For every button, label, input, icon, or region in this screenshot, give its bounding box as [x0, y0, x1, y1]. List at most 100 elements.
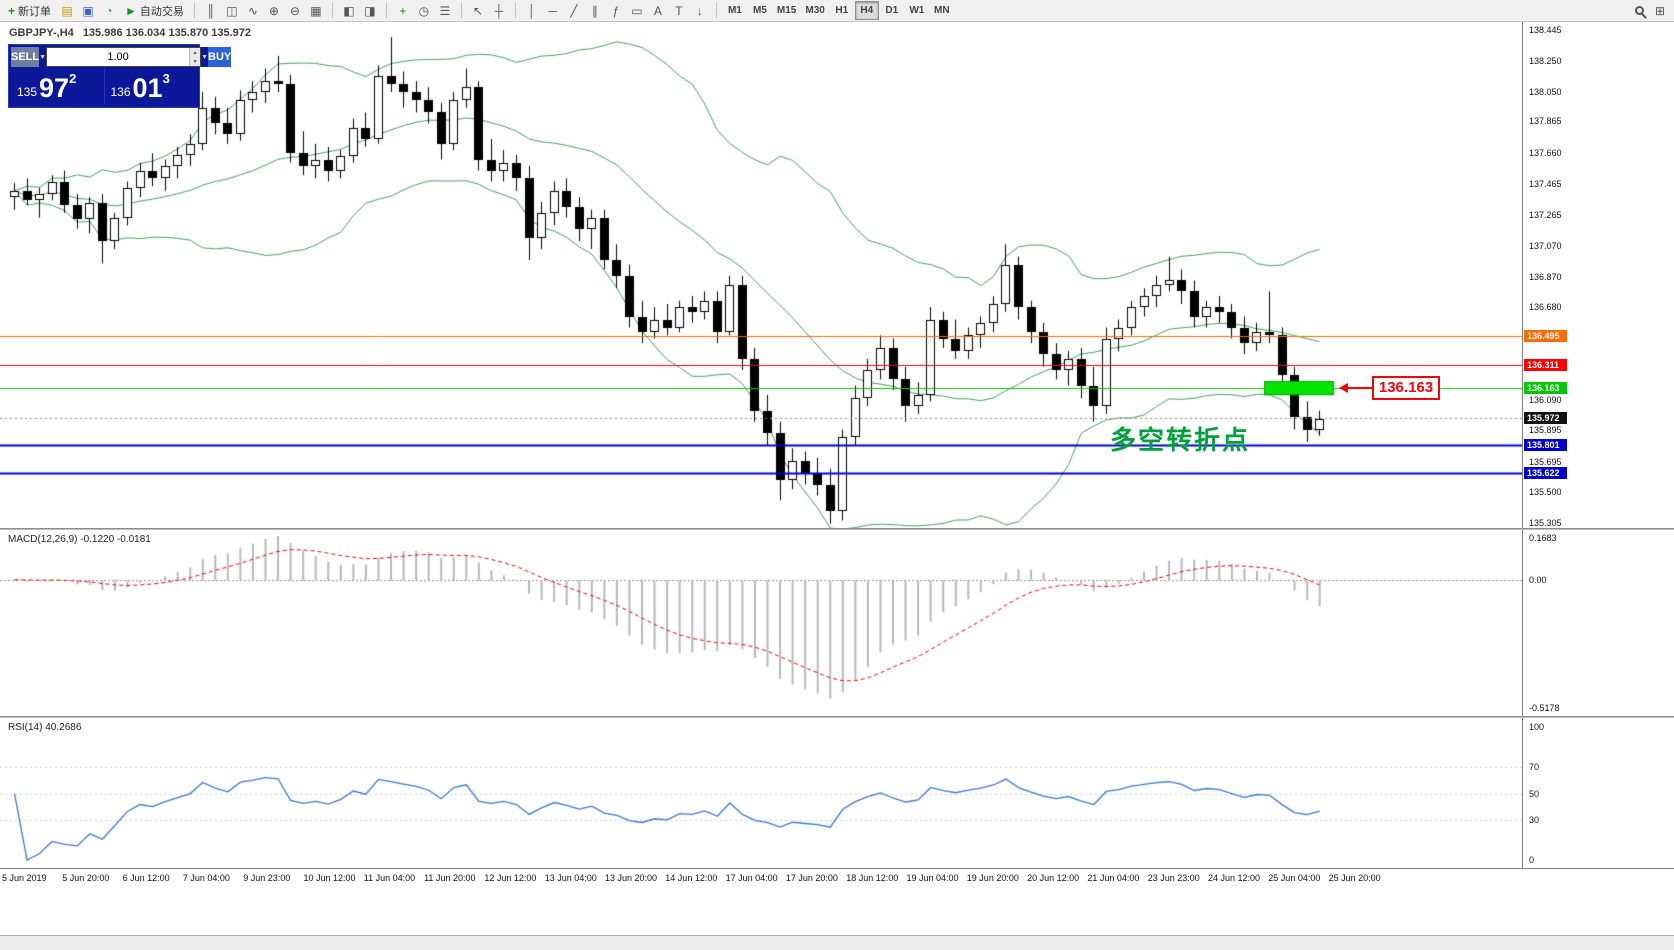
ask-big-digits: 01	[132, 73, 163, 103]
price-tag: 136.311	[1524, 359, 1567, 372]
market-watch-button[interactable]: ▤	[57, 1, 77, 20]
ask-price[interactable]: 136 01 3	[105, 69, 198, 105]
cascade-windows-icon: ◧	[343, 3, 355, 18]
timeframe-m1[interactable]: M1	[727, 5, 742, 16]
volume-input[interactable]	[47, 48, 190, 66]
zoom-out-icon: ⊖	[289, 3, 300, 18]
rsi-axis-label: 0	[1529, 855, 1535, 865]
price-tag: 135.622	[1524, 467, 1567, 480]
price-axis-label: 135.695	[1529, 456, 1562, 467]
toolbar-separator	[385, 3, 387, 18]
zoom-in-icon: ⊕	[268, 3, 279, 18]
macd-label: MACD(12,26,9) -0.1220 -0.0181	[8, 534, 151, 545]
time-axis-label: 9 Jun 23:00	[243, 873, 291, 883]
macd-canvas[interactable]	[0, 530, 1522, 716]
time-axis-label: 23 Jun 23:00	[1147, 873, 1200, 883]
templates-icon: ☰	[439, 3, 451, 18]
sell-button[interactable]: SELL	[11, 47, 40, 67]
time-axis-label: 5 Jun 2019	[2, 873, 47, 883]
bid-prefix: 135	[17, 85, 38, 99]
rsi-panel: RSI(14) 40.2686 100 70 50 30 0	[0, 718, 1674, 868]
chart-header: GBPJPY-,H4 135.986 136.034 135.870 135.97…	[9, 27, 251, 39]
templates-button[interactable]: ☰	[435, 1, 455, 20]
rsi-axis: 100 70 50 30 0	[1522, 718, 1674, 868]
time-axis[interactable]: 5 Jun 2019 5 Jun 20:00 6 Jun 12:00 7 Jun 04…	[0, 868, 1674, 888]
toolbar-separator	[331, 3, 333, 18]
time-axis-label: 17 Jun 04:00	[725, 873, 778, 883]
rsi-canvas[interactable]	[0, 718, 1522, 868]
symbol-search-icon	[1634, 6, 1644, 15]
line-chart-mode-icon: ∿	[247, 3, 258, 18]
time-axis-label: 13 Jun 04:00	[544, 873, 597, 883]
arrows-button[interactable]: ↓	[690, 1, 710, 20]
channel-button[interactable]: ∥	[585, 1, 605, 20]
price-axis-label: 137.865	[1529, 116, 1562, 127]
text-label-button[interactable]: T	[669, 1, 689, 20]
current-price-tag: 135.972	[1524, 412, 1567, 425]
price-axis-label: 136.090	[1529, 394, 1562, 405]
crosshair-button[interactable]: ┼	[489, 1, 509, 20]
price-axis[interactable]: 138.445 138.250 138.050 137.865 137.660 137.4…	[1522, 22, 1674, 528]
zoom-out-button[interactable]: ⊖	[285, 1, 305, 20]
trendline-button[interactable]: ╱	[564, 1, 584, 20]
tile-vertical-button[interactable]: ◨	[360, 1, 380, 20]
timeframe-m30[interactable]: M30	[805, 5, 825, 16]
time-axis-label: 17 Jun 20:00	[785, 873, 838, 883]
volume-increase-button[interactable]: ▲	[190, 48, 201, 57]
new-chart-button[interactable]: ⊞	[1650, 1, 1670, 20]
fibonacci-button[interactable]: ƒ	[606, 1, 626, 20]
price-axis-label: 137.660	[1529, 148, 1562, 159]
symbol-search-button[interactable]	[1629, 1, 1649, 20]
timeframe-w1[interactable]: W1	[909, 5, 925, 16]
cascade-windows-button[interactable]: ◧	[339, 1, 359, 20]
toolbar-separator	[715, 3, 717, 18]
price-axis-label: 137.465	[1529, 178, 1562, 189]
time-axis-label: 12 Jun 12:00	[484, 873, 537, 883]
timeframe-mn[interactable]: MN	[934, 5, 950, 16]
shapes-button[interactable]: ▭	[627, 1, 647, 20]
horizontal-line-button[interactable]: ─	[543, 1, 563, 20]
timeframe-h4[interactable]: H4	[854, 1, 879, 20]
cursor-button[interactable]: ↖	[468, 1, 488, 20]
text-button[interactable]: A	[648, 1, 668, 20]
callout-arrow-head	[1334, 383, 1348, 393]
data-window-button[interactable]: ▣	[78, 1, 98, 20]
timeframe-m15[interactable]: M15	[776, 5, 797, 16]
turning-point-note[interactable]: 多空转折点	[1110, 425, 1251, 455]
buy-button[interactable]: BUY	[208, 47, 232, 67]
vertical-line-button[interactable]: │	[522, 1, 542, 20]
timeframe-m5[interactable]: M5	[752, 5, 767, 16]
candlestick-mode-button[interactable]: ◫	[222, 1, 242, 20]
bid-price[interactable]: 135 97 2	[11, 69, 104, 105]
timeframe-d1[interactable]: D1	[885, 5, 899, 16]
line-chart-mode-button[interactable]: ∿	[243, 1, 263, 20]
tile-windows-icon: ▦	[310, 3, 322, 18]
toolbar: + 新订单 ▤ ▣ ◔ ► 自动交易 ║ ◫ ∿ ⊕ ⊖ ▦ ◧ ◨ + ◷ ☰ ↖ ┼ │ ─ ╱ ∥ ƒ ▭…	[0, 0, 1674, 22]
vertical-line-icon: │	[528, 3, 536, 18]
sell-dropdown-icon[interactable]: ▼	[39, 47, 47, 67]
cursor-icon: ↖	[472, 3, 483, 18]
zoom-in-button[interactable]: ⊕	[264, 1, 284, 20]
panel-divider[interactable]	[0, 716, 1674, 718]
price-tag: 135.801	[1524, 439, 1567, 452]
macd-panel: MACD(12,26,9) -0.1220 -0.0181 0.1683 0.00…	[0, 530, 1674, 716]
time-axis-label: 24 Jun 12:00	[1208, 873, 1261, 883]
volume-decrease-button[interactable]: ▼	[190, 57, 201, 66]
navigator-button[interactable]: ◔	[99, 1, 119, 20]
main-chart-canvas[interactable]	[0, 22, 1522, 528]
indicators-button[interactable]: +	[393, 1, 413, 20]
buy-dropdown-icon[interactable]: ▼	[201, 47, 208, 67]
bar-chart-mode-button[interactable]: ║	[201, 1, 221, 20]
time-axis-label: 25 Jun 20:00	[1328, 873, 1381, 883]
price-axis-label: 135.500	[1529, 487, 1562, 498]
price-callout[interactable]: 136.163	[1372, 376, 1440, 400]
timeframe-h1[interactable]: H1	[835, 5, 849, 16]
periods-icon: ◷	[418, 3, 430, 18]
chart-symbol-label: GBPJPY-,H4	[9, 27, 74, 39]
panel-divider[interactable]	[0, 528, 1674, 530]
periods-button[interactable]: ◷	[414, 1, 434, 20]
new-order-button[interactable]: + 新订单	[4, 1, 55, 20]
autotrading-icon: ►	[125, 3, 137, 18]
autotrading-button[interactable]: ► 自动交易	[121, 1, 188, 20]
tile-windows-button[interactable]: ▦	[306, 1, 326, 20]
